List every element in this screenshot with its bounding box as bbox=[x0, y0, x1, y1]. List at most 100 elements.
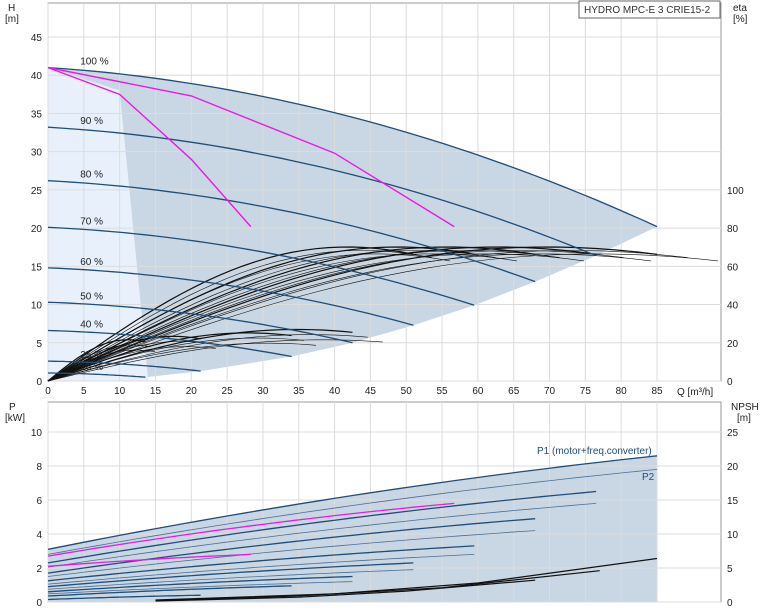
flow-tick-label: 55 bbox=[436, 386, 448, 397]
low-flow-area-fill bbox=[48, 67, 149, 381]
efficiency-curve bbox=[47, 337, 304, 382]
speed-label: 90 % bbox=[80, 116, 103, 127]
power-tick-label: 0 bbox=[36, 598, 42, 609]
eta-axis-unit: [%] bbox=[733, 14, 748, 25]
npsh-curve bbox=[155, 579, 536, 602]
p2-power-curve bbox=[47, 581, 353, 595]
p1-power-curve bbox=[47, 545, 475, 582]
flow-tick-label: 60 bbox=[472, 386, 484, 397]
power-axis-unit: [kW] bbox=[5, 413, 25, 424]
npsh-tick-label: 0 bbox=[727, 598, 733, 609]
power-axis-label: P bbox=[9, 402, 16, 413]
speed-label: 80 % bbox=[80, 170, 103, 181]
efficiency-curve bbox=[47, 346, 216, 382]
head-panel: 100 % 90 % 80 % 70 % 60 % 50 % 40 % 25 %16 % 0 5… bbox=[5, 0, 748, 398]
eta-tick-label: 40 bbox=[727, 301, 739, 312]
flow-tick-label: 30 bbox=[257, 386, 269, 397]
flow-axis-label: Q [m³/h] bbox=[677, 387, 713, 398]
efficiency-curve bbox=[47, 339, 384, 382]
head-curve bbox=[47, 66, 658, 228]
flow-tick-label: 65 bbox=[508, 386, 520, 397]
head-curve bbox=[47, 226, 475, 306]
efficiency-curve bbox=[47, 335, 201, 382]
flow-tick-label: 50 bbox=[401, 386, 413, 397]
npsh-tick-label: 20 bbox=[727, 462, 739, 473]
head-curve bbox=[48, 372, 146, 378]
npsh-curve bbox=[155, 557, 658, 601]
system-curve bbox=[47, 66, 252, 228]
power-tick-label: 6 bbox=[36, 496, 42, 507]
head-tick-label: 15 bbox=[31, 262, 43, 273]
p1-power-curve bbox=[47, 518, 536, 574]
efficiency-curve bbox=[47, 339, 146, 382]
head-axis-label: H bbox=[8, 3, 15, 14]
flow-tick-label: 45 bbox=[365, 386, 377, 397]
flow-tick-label: 20 bbox=[186, 386, 198, 397]
flow-tick-label: 15 bbox=[150, 386, 162, 397]
head-tick-label: 0 bbox=[36, 377, 42, 388]
npsh-axis-unit: [m] bbox=[737, 413, 751, 424]
npsh-tick-label: 25 bbox=[727, 428, 739, 439]
eta-axis-label: eta bbox=[733, 3, 747, 14]
p1-power-curve bbox=[47, 594, 201, 601]
flow-tick-label: 35 bbox=[293, 386, 305, 397]
p2-power-curve bbox=[47, 503, 597, 568]
chart-title-box bbox=[578, 0, 721, 19]
p1-power-curve bbox=[47, 585, 292, 597]
head-tick-label: 35 bbox=[31, 109, 43, 120]
speed-label: 40 % bbox=[80, 320, 103, 331]
p1-series-label: P1 (motor+freq.converter) bbox=[537, 446, 652, 457]
flow-tick-label: 85 bbox=[651, 386, 663, 397]
p2-power-curve bbox=[47, 469, 658, 555]
head-axis-unit: [m] bbox=[5, 14, 19, 25]
p1-power-curve bbox=[47, 575, 353, 593]
p2-power-curve bbox=[47, 569, 414, 590]
eta-tick-label: 80 bbox=[727, 224, 739, 235]
flow-tick-label: 40 bbox=[329, 386, 341, 397]
speed-label: 16 % bbox=[80, 362, 103, 373]
head-curve bbox=[47, 126, 597, 257]
head-curve bbox=[47, 180, 536, 283]
p1-power-curve bbox=[47, 455, 658, 550]
efficiency-curve bbox=[47, 246, 414, 382]
power-curves bbox=[47, 455, 658, 602]
power-tick-label: 8 bbox=[36, 462, 42, 473]
speed-label: 25 % bbox=[80, 350, 103, 361]
eta-tick-label: 60 bbox=[727, 262, 739, 273]
flow-tick-label: 5 bbox=[81, 386, 87, 397]
head-curve bbox=[47, 329, 292, 358]
efficiency-curve bbox=[47, 342, 317, 382]
efficiency-curve bbox=[47, 250, 496, 382]
power-grid bbox=[47, 402, 721, 603]
head-tick-label: 10 bbox=[31, 301, 43, 312]
head-grid bbox=[47, 3, 721, 382]
npsh-tick-label: 15 bbox=[727, 496, 739, 507]
p2-power-curve bbox=[47, 554, 475, 585]
eta-tick-label: 20 bbox=[727, 339, 739, 350]
flow-tick-label: 25 bbox=[222, 386, 234, 397]
speed-label: 70 % bbox=[80, 216, 103, 227]
operating-area-fill bbox=[48, 67, 657, 381]
speed-label: 50 % bbox=[80, 291, 103, 302]
flow-tick-label: 70 bbox=[544, 386, 556, 397]
operating-area bbox=[48, 67, 657, 381]
head-curve bbox=[47, 301, 353, 344]
p2-power-curve bbox=[47, 530, 536, 577]
head-tick-label: 30 bbox=[31, 148, 43, 159]
efficiency-curve bbox=[47, 250, 432, 382]
efficiency-curve bbox=[47, 246, 536, 382]
eta-tick-label: 0 bbox=[727, 377, 733, 388]
p2-series-label: P2 bbox=[642, 472, 655, 483]
system-power-curve bbox=[47, 502, 455, 557]
head-curve bbox=[47, 267, 414, 326]
efficiency-curve bbox=[47, 341, 209, 382]
flow-tick-label: 10 bbox=[114, 386, 126, 397]
efficiency-curve bbox=[47, 253, 718, 382]
speed-label: 100 % bbox=[80, 57, 108, 68]
eta-tick-label: 100 bbox=[727, 186, 744, 197]
power-panel: 0 2 4 6 8 10 0 5 10 15 20 25 P [kW] NPSH [m] P1 (mo… bbox=[5, 401, 759, 609]
p1-power-curve bbox=[47, 490, 597, 564]
npsh-axis-label: NPSH bbox=[731, 402, 759, 413]
p1-power-curve bbox=[47, 562, 414, 588]
